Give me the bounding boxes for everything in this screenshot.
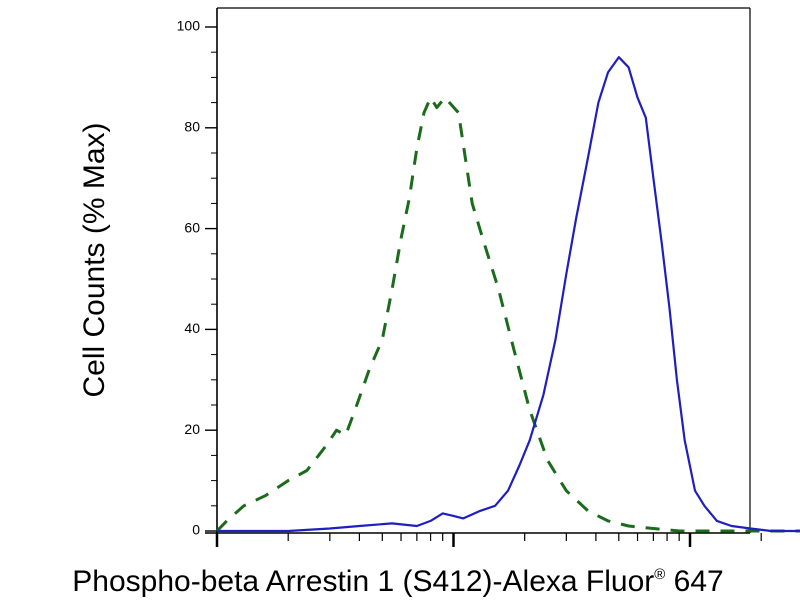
y-tick-label: 20 [184, 421, 200, 437]
series-solid-blue-curve [217, 56, 800, 533]
x-axis-title-registered: ® [654, 566, 665, 583]
series-dashed-green-curve [215, 96, 800, 533]
y-tick-label: 40 [184, 320, 200, 336]
x-axis-title: Phospho-beta Arrestin 1 (S412)-Alexa Flu… [72, 565, 723, 598]
x-axis-title-suffix: 647 [665, 565, 723, 598]
y-tick-label: 0 [192, 522, 200, 538]
labels-layer: Cell Counts (% Max) Phospho-beta Arresti… [72, 122, 723, 598]
y-axis-title: Cell Counts (% Max) [78, 122, 111, 397]
y-tick-label: 100 [177, 18, 201, 34]
y-tick-label: 60 [184, 219, 200, 235]
axes-layer: 0 20 40 60 80 100 [177, 7, 762, 547]
series-layer [215, 56, 800, 533]
y-tick-label: 80 [184, 119, 200, 135]
x-axis-title-main: Phospho-beta Arrestin 1 (S412)-Alexa Flu… [72, 565, 654, 598]
